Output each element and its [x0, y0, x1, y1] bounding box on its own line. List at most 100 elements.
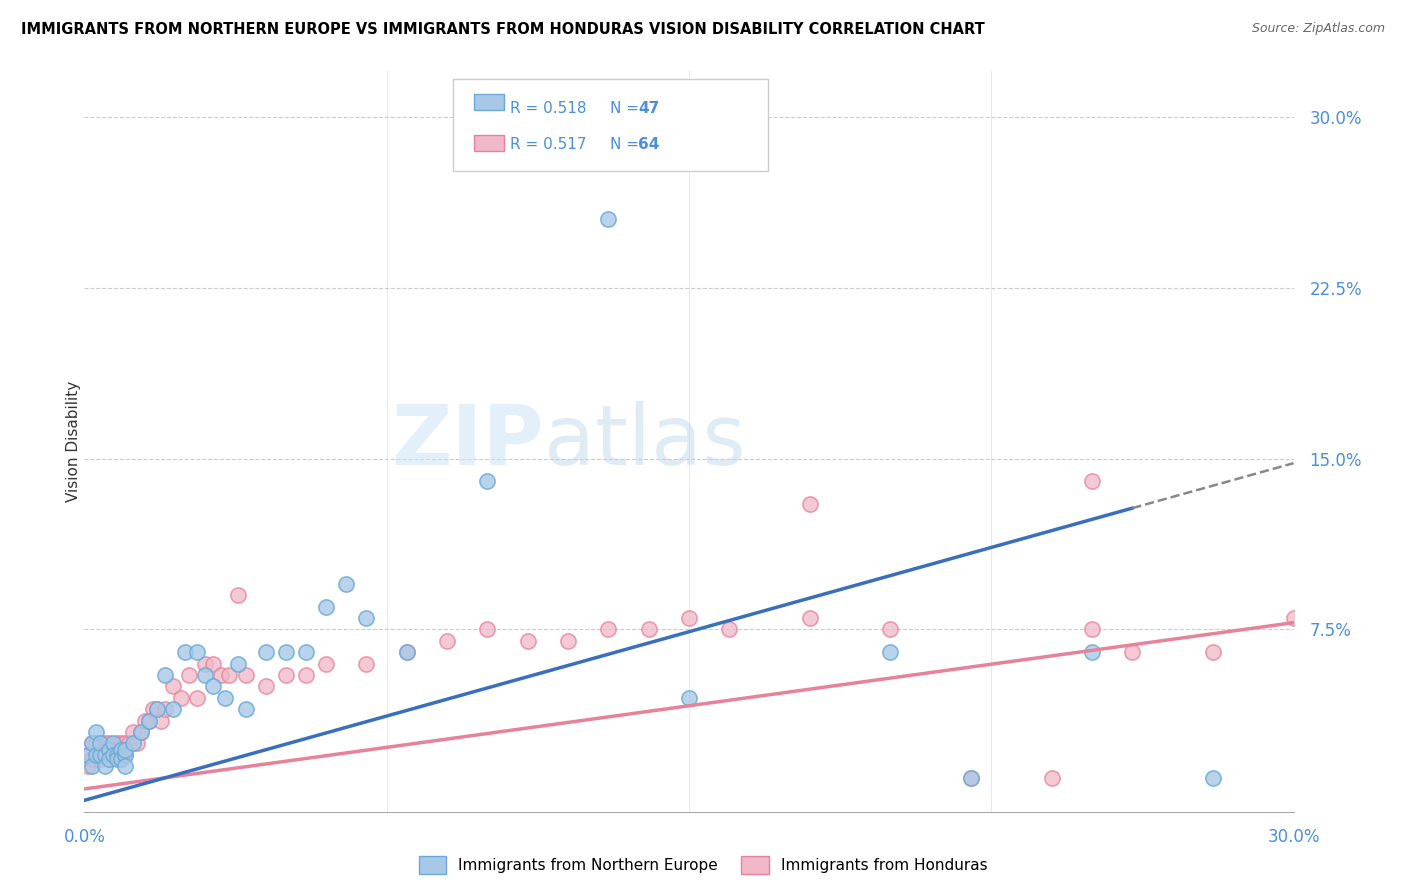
Y-axis label: Vision Disability: Vision Disability — [66, 381, 80, 502]
Point — [315, 657, 337, 671]
Point — [93, 747, 115, 762]
Point — [97, 752, 120, 766]
Point — [129, 725, 152, 739]
Point — [138, 714, 160, 728]
Legend: Immigrants from Northern Europe, Immigrants from Honduras: Immigrants from Northern Europe, Immigra… — [412, 850, 994, 880]
Point — [598, 623, 620, 637]
Text: IMMIGRANTS FROM NORTHERN EUROPE VS IMMIGRANTS FROM HONDURAS VISION DISABILITY CO: IMMIGRANTS FROM NORTHERN EUROPE VS IMMIG… — [21, 22, 984, 37]
Point — [516, 633, 538, 648]
Point — [274, 645, 297, 659]
Point — [121, 725, 143, 739]
Point — [162, 680, 184, 694]
Point — [138, 714, 160, 728]
Point — [1081, 623, 1104, 637]
Point — [77, 747, 100, 762]
Point — [82, 736, 104, 750]
Point — [637, 623, 659, 637]
Point — [209, 668, 232, 682]
Point — [295, 645, 318, 659]
Point — [960, 771, 983, 785]
Point — [89, 743, 111, 757]
Point — [194, 668, 217, 682]
FancyBboxPatch shape — [474, 135, 503, 152]
Point — [1202, 645, 1225, 659]
Point — [1081, 645, 1104, 659]
Text: 64: 64 — [638, 136, 659, 152]
Point — [235, 702, 257, 716]
Point — [194, 657, 217, 671]
Point — [395, 645, 418, 659]
Text: N =: N = — [610, 101, 644, 116]
Point — [114, 747, 136, 762]
Point — [146, 702, 169, 716]
Point — [436, 633, 458, 648]
Point — [254, 680, 277, 694]
Point — [101, 736, 124, 750]
Point — [86, 736, 108, 750]
Point — [110, 743, 132, 757]
Text: N =: N = — [610, 136, 644, 152]
Point — [110, 736, 132, 750]
Point — [86, 725, 108, 739]
Point — [214, 690, 236, 705]
Point — [125, 736, 148, 750]
Point — [110, 743, 132, 757]
Point — [105, 743, 128, 757]
Point — [134, 714, 156, 728]
Point — [598, 212, 620, 227]
Point — [226, 588, 249, 602]
Point — [477, 475, 499, 489]
Point — [105, 752, 128, 766]
Point — [82, 736, 104, 750]
Text: R = 0.517: R = 0.517 — [510, 136, 586, 152]
Point — [89, 736, 111, 750]
Point — [114, 747, 136, 762]
Point — [101, 747, 124, 762]
Point — [1202, 771, 1225, 785]
Point — [82, 752, 104, 766]
Point — [162, 702, 184, 716]
Point — [97, 743, 120, 757]
Point — [678, 690, 700, 705]
Point — [93, 759, 115, 773]
Point — [1121, 645, 1143, 659]
Point — [1282, 611, 1305, 625]
Point — [202, 680, 225, 694]
Point — [121, 736, 143, 750]
Point — [557, 633, 579, 648]
Point — [101, 743, 124, 757]
Point — [477, 623, 499, 637]
Text: 47: 47 — [638, 101, 659, 116]
Point — [879, 623, 901, 637]
Point — [153, 702, 176, 716]
FancyBboxPatch shape — [474, 94, 503, 110]
Point — [97, 736, 120, 750]
Point — [89, 752, 111, 766]
Point — [114, 759, 136, 773]
Point — [153, 668, 176, 682]
Point — [101, 747, 124, 762]
Point — [86, 747, 108, 762]
Point — [179, 668, 201, 682]
Point — [186, 690, 208, 705]
Point — [218, 668, 240, 682]
Point — [114, 743, 136, 757]
Point — [174, 645, 197, 659]
Point — [89, 747, 111, 762]
Point — [129, 725, 152, 739]
Point — [142, 702, 165, 716]
Point — [254, 645, 277, 659]
Text: atlas: atlas — [544, 401, 745, 482]
Point — [799, 611, 821, 625]
Point — [93, 747, 115, 762]
Point — [295, 668, 318, 682]
Text: ZIP: ZIP — [391, 401, 544, 482]
Point — [149, 714, 172, 728]
Point — [226, 657, 249, 671]
Point — [718, 623, 741, 637]
Point — [315, 599, 337, 614]
Point — [93, 736, 115, 750]
Point — [799, 497, 821, 511]
Text: R = 0.518: R = 0.518 — [510, 101, 586, 116]
Point — [77, 747, 100, 762]
